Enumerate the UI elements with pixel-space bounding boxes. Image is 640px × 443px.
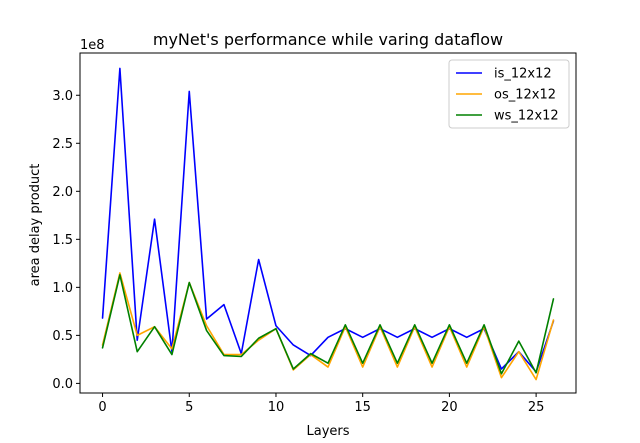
chart-title: myNet's performance while varing dataflo… bbox=[153, 30, 503, 49]
y-axis-title: area delay product bbox=[28, 164, 43, 287]
y-tick-label: 2.5 bbox=[52, 137, 73, 152]
y-tick-label: 1.5 bbox=[52, 233, 73, 248]
axes-frame bbox=[79, 52, 577, 394]
legend-label: ws_12x12 bbox=[494, 109, 559, 124]
y-offset-label: 1e8 bbox=[80, 38, 105, 53]
y-tick-label: 0.0 bbox=[52, 377, 73, 392]
x-axis-title: Layers bbox=[306, 424, 349, 439]
plot-area: 0 5 10 15 20 25 0.0 0.5 1.0 1.5 2.0 2.5 3.0 bbox=[52, 67, 555, 415]
legend-box bbox=[448, 59, 570, 129]
x-tick-label: 5 bbox=[185, 400, 193, 415]
x-tick-label: 0 bbox=[98, 400, 106, 415]
series-line-is_12x12 bbox=[101, 67, 555, 373]
y-tick-label: 2.0 bbox=[52, 185, 73, 200]
x-tick-label: 15 bbox=[354, 400, 371, 415]
legend-label: is_12x12 bbox=[494, 67, 552, 82]
series-line-os_12x12 bbox=[101, 272, 555, 381]
legend: is_12x12 os_12x12 ws_12x12 bbox=[448, 59, 570, 129]
y-tick-label: 0.5 bbox=[52, 329, 73, 344]
x-tick-label: 25 bbox=[528, 400, 545, 415]
series-line-ws_12x12 bbox=[101, 274, 555, 375]
y-tick-label: 1.0 bbox=[52, 281, 73, 296]
x-tick-label: 10 bbox=[268, 400, 285, 415]
y-tick-label: 3.0 bbox=[52, 89, 73, 104]
x-tick-label: 20 bbox=[441, 400, 458, 415]
legend-label: os_12x12 bbox=[494, 88, 556, 103]
